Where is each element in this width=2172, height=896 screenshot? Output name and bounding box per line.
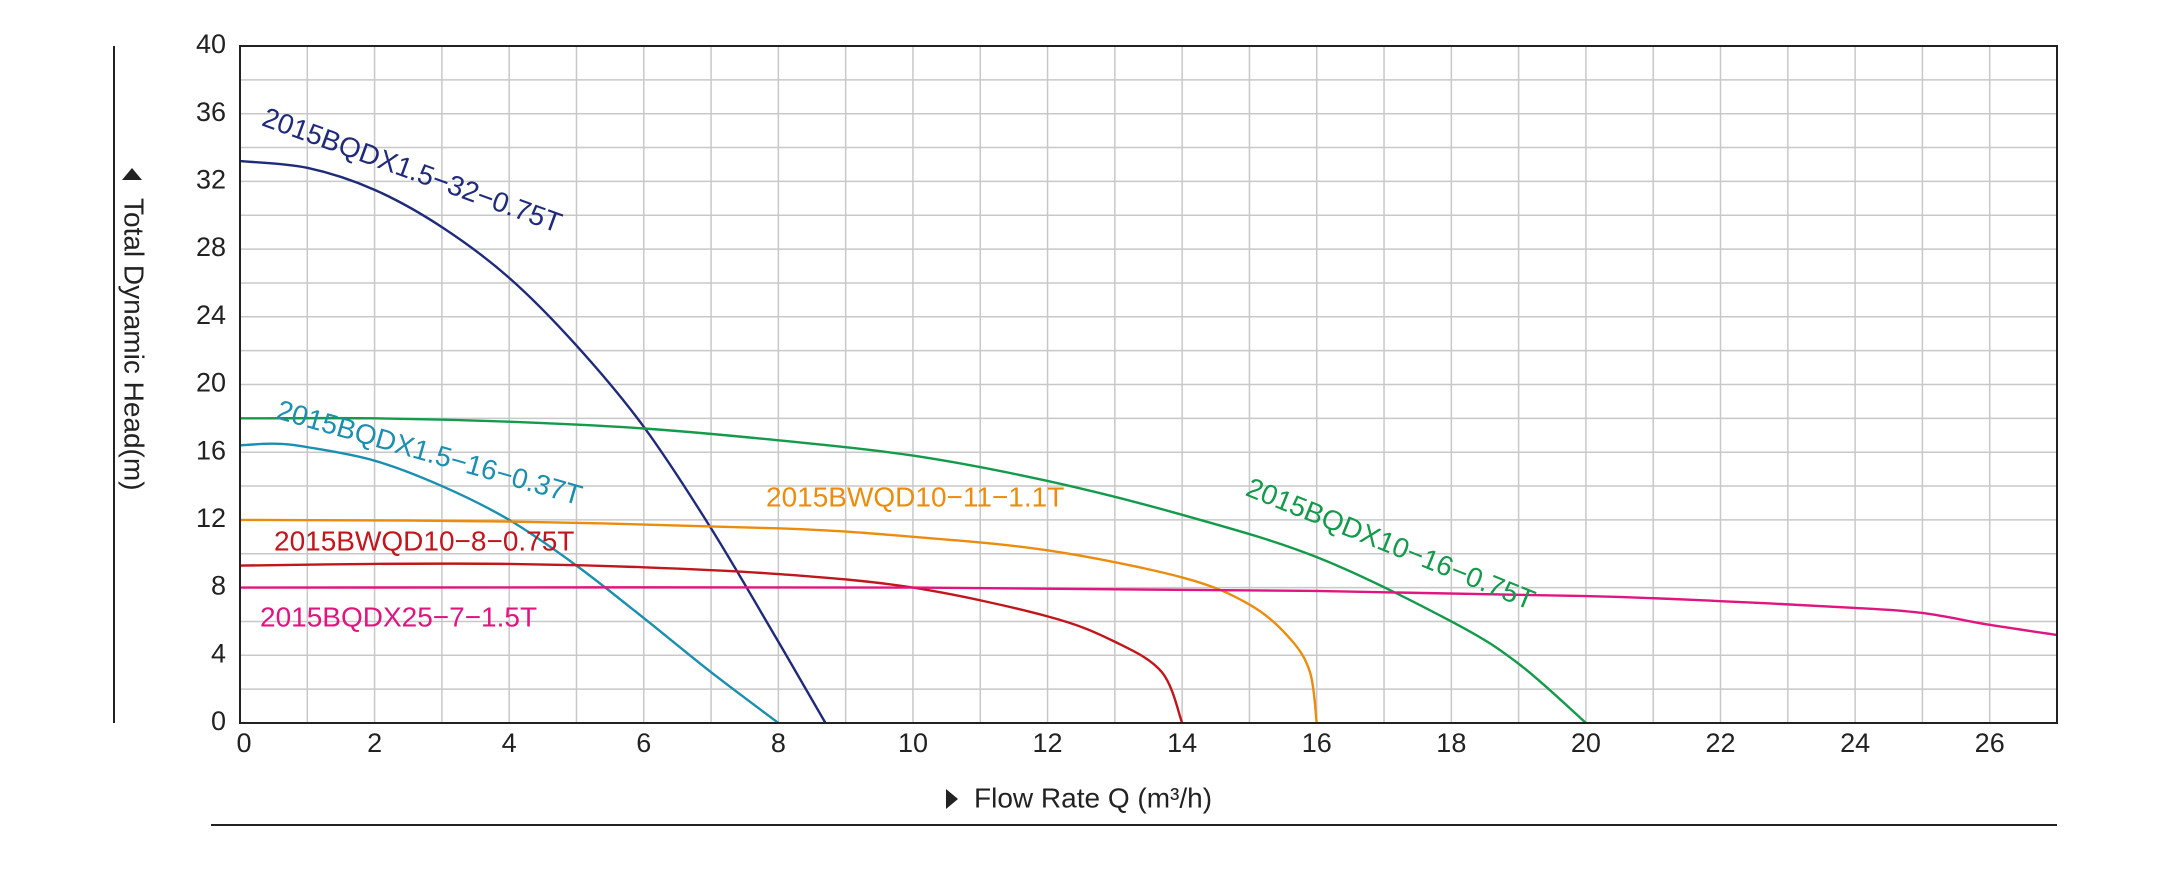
curve bbox=[239, 562, 1184, 724]
y-tick-label: 16 bbox=[196, 435, 226, 465]
x-tick-label: 12 bbox=[1033, 728, 1063, 758]
curves bbox=[239, 159, 2058, 724]
curve bbox=[239, 586, 2058, 637]
x-arrow bbox=[946, 789, 958, 809]
y-tick-label: 12 bbox=[196, 503, 226, 533]
y-axis-label: Total Dynamic Head(m) bbox=[119, 198, 150, 491]
curve bbox=[239, 159, 827, 724]
x-tick-label: 24 bbox=[1840, 728, 1870, 758]
x-tick-label: 20 bbox=[1571, 728, 1601, 758]
y-tick-label: 8 bbox=[211, 571, 226, 601]
curve bbox=[239, 416, 1587, 724]
x-tick-label: 6 bbox=[636, 728, 651, 758]
x-tick-label: 14 bbox=[1167, 728, 1197, 758]
y-tick-label: 36 bbox=[196, 97, 226, 127]
y-arrow bbox=[122, 168, 142, 180]
plot-frame bbox=[239, 45, 2058, 724]
x-axis-label: Flow Rate Q (m³/h) bbox=[974, 782, 1212, 813]
x-tick-label: 22 bbox=[1705, 728, 1735, 758]
y-tick-label: 24 bbox=[196, 300, 226, 330]
y-tick-label: 28 bbox=[196, 232, 226, 262]
curve-label: 2015BWQD10−8−0.75T bbox=[274, 525, 574, 556]
x-tick-label: 26 bbox=[1975, 728, 2005, 758]
y-tick-label: 4 bbox=[211, 638, 226, 668]
curve-label: 2015BQDX10−16−0.75T bbox=[1242, 472, 1539, 616]
x-tick-label: 4 bbox=[502, 728, 517, 758]
curve-label: 2015BQDX25−7−1.5T bbox=[260, 601, 537, 632]
x-tick-label: 16 bbox=[1302, 728, 1332, 758]
x-tick-label: 18 bbox=[1436, 728, 1466, 758]
y-tick-label: 40 bbox=[196, 29, 226, 59]
x-tick-label: 10 bbox=[898, 728, 928, 758]
curve bbox=[239, 518, 1318, 724]
x-tick-label: 0 bbox=[236, 728, 251, 758]
y-tick-label: 20 bbox=[196, 368, 226, 398]
curve-label: 2015BWQD10−11−1.1T bbox=[766, 481, 1064, 512]
curve bbox=[239, 442, 780, 724]
x-tick-label: 2 bbox=[367, 728, 382, 758]
y-tick-label: 0 bbox=[211, 706, 226, 736]
y-tick-label: 32 bbox=[196, 165, 226, 195]
x-tick-label: 8 bbox=[771, 728, 786, 758]
curve-label: 2015BQDX1.5−32−0.75T bbox=[258, 101, 566, 238]
